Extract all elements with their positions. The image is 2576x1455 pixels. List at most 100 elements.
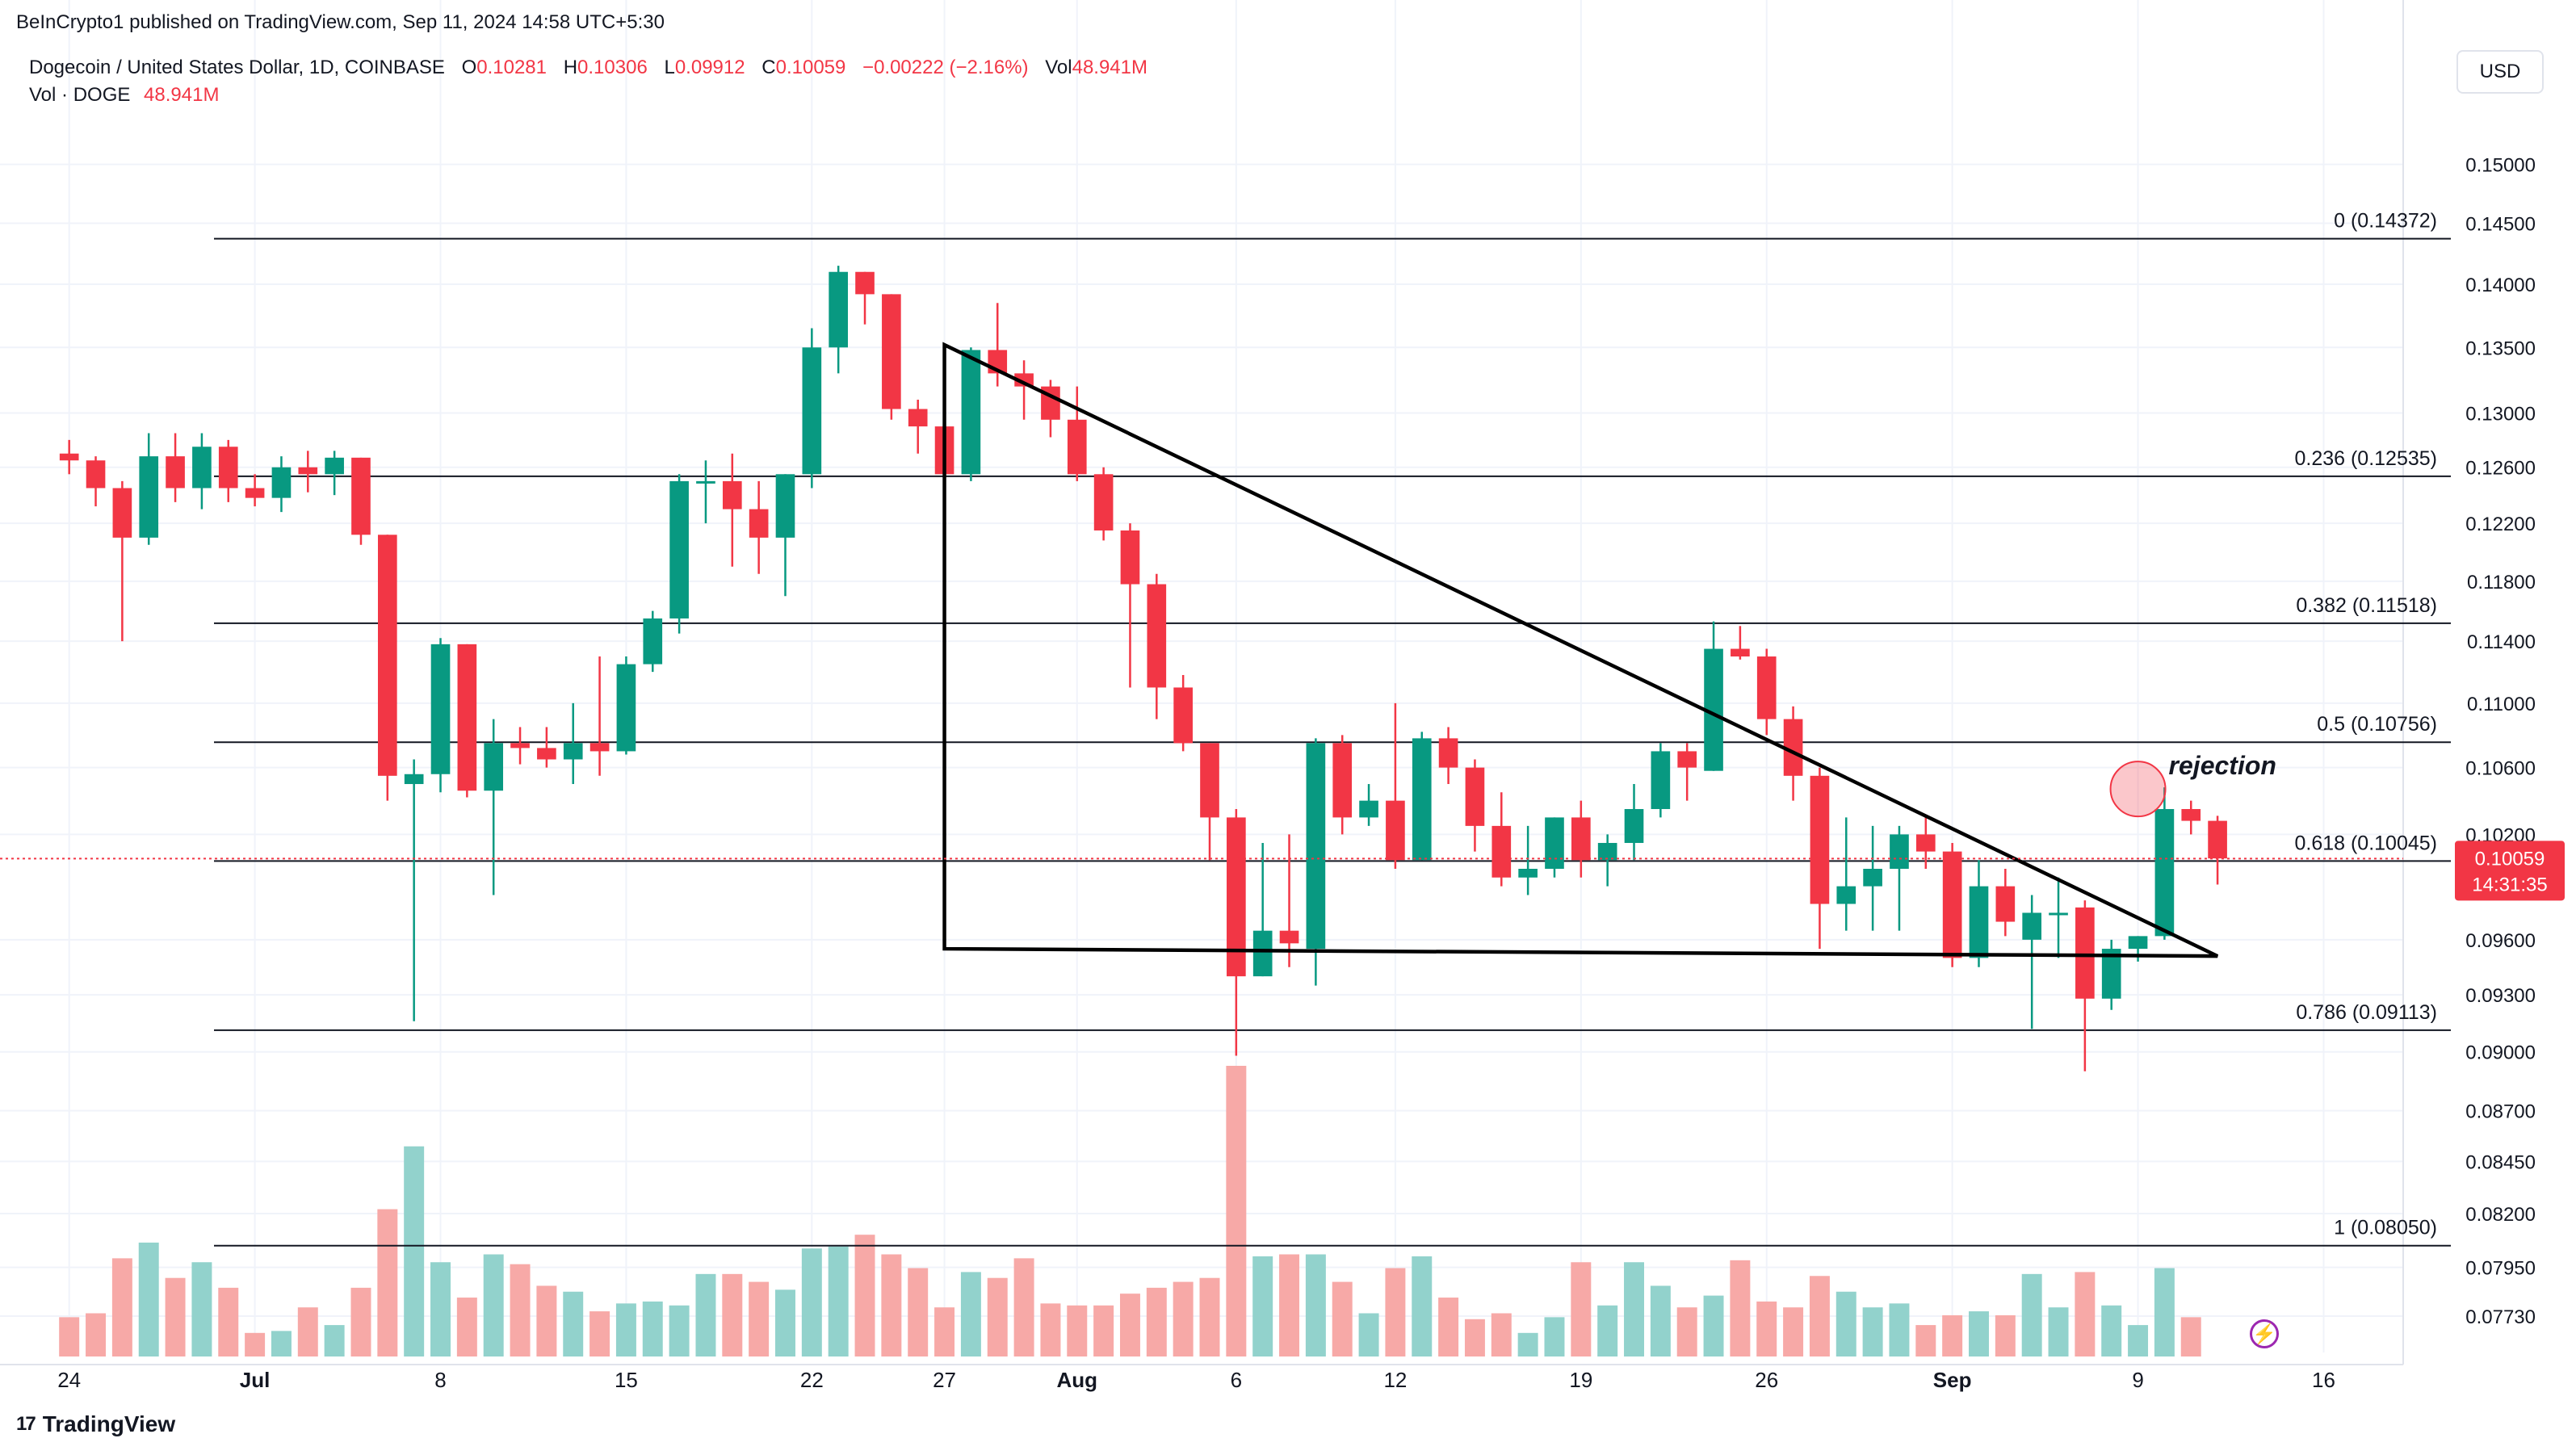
volume-bar	[1385, 1268, 1406, 1356]
open-value: 0.10281	[476, 57, 548, 78]
volume-bar	[483, 1254, 504, 1356]
price-tick-label: 0.11400	[2467, 631, 2536, 653]
volume-bar	[404, 1146, 425, 1356]
volume-label: Vol	[1045, 57, 1072, 78]
candle-body	[139, 456, 159, 538]
price-tick-label: 0.09600	[2465, 930, 2536, 952]
volume-bar	[2180, 1317, 2201, 1356]
candle-body	[669, 480, 689, 618]
volume-bar	[801, 1248, 822, 1356]
candle-body	[1518, 869, 1538, 878]
volume-bar	[1332, 1281, 1353, 1356]
volume-bar	[828, 1246, 849, 1356]
volume-bar	[1676, 1307, 1697, 1356]
candle-body	[537, 748, 556, 760]
candle-body	[1624, 808, 1644, 843]
volume-bar	[2048, 1307, 2069, 1356]
volume-bar	[111, 1258, 132, 1356]
volume-bar	[1305, 1254, 1326, 1356]
time-tick-label: 6	[1231, 1368, 1242, 1392]
volume-bar	[2021, 1273, 2042, 1356]
fib-level-label: 1 (0.08050)	[2334, 1217, 2437, 1239]
volume-bar	[245, 1332, 266, 1356]
rejection-label: rejection	[2169, 751, 2276, 780]
price-tick-label: 0.08200	[2465, 1204, 2536, 1226]
candle-body	[2022, 912, 2042, 940]
volume-bar	[191, 1262, 212, 1356]
tradingview-logo-text: TradingView	[42, 1411, 176, 1436]
volume-bar	[2154, 1268, 2175, 1356]
volume-bar	[1146, 1287, 1167, 1356]
open-label: O	[461, 57, 477, 78]
volume-bar	[1226, 1066, 1247, 1356]
descending-triangle	[942, 342, 2219, 958]
candle-body	[1756, 656, 1777, 719]
volume-bar	[854, 1235, 875, 1356]
candle-body	[218, 447, 238, 488]
volume-bar	[563, 1291, 584, 1356]
volume-bar	[1252, 1256, 1273, 1356]
currency-button[interactable]: USD	[2456, 50, 2544, 94]
candle-body	[749, 509, 769, 538]
candle-body	[457, 644, 477, 791]
candle-body	[2154, 808, 2175, 937]
volume-bar	[960, 1272, 981, 1356]
candle-body	[1969, 886, 1989, 958]
time-tick-label: 24	[57, 1368, 81, 1392]
candle-body	[1597, 842, 1617, 861]
price-tick-label: 0.14000	[2465, 275, 2536, 296]
time-tick-label: 9	[2132, 1368, 2143, 1392]
candle-body	[59, 453, 79, 461]
candle-body	[1412, 738, 1432, 861]
close-label: C	[761, 57, 776, 78]
fib-level-label: 0.786 (0.09113)	[2296, 1001, 2437, 1024]
volume-bar	[987, 1277, 1008, 1356]
volume-bar	[1093, 1305, 1114, 1356]
volume-bar	[1836, 1291, 1856, 1356]
candle-countdown: 14:31:35	[2472, 874, 2547, 895]
candle-body	[192, 447, 212, 488]
candle-body	[1386, 800, 1405, 861]
candle-body	[829, 271, 849, 348]
last-price-value: 0.10059	[2475, 848, 2545, 870]
candle-body	[961, 350, 981, 475]
candle-body	[1651, 751, 1671, 809]
volume-bar	[2128, 1325, 2149, 1356]
price-tick-label: 0.13000	[2465, 403, 2536, 425]
tradingview-logo-icon: 17	[16, 1413, 36, 1435]
time-tick-label: 27	[933, 1368, 956, 1392]
volume-bar	[908, 1268, 929, 1356]
candle-body	[1014, 373, 1034, 387]
fib-level-label: 0 (0.14372)	[2334, 210, 2437, 233]
time-tick-label: 12	[1383, 1368, 1407, 1392]
price-tick-label: 0.10600	[2465, 758, 2536, 780]
candle-body	[775, 474, 795, 538]
tradingview-logo[interactable]: 17 TradingView	[16, 1411, 175, 1437]
volume-bar	[1995, 1315, 2016, 1356]
volume-row: Vol · DOGE 48.941M	[29, 84, 219, 107]
volume-bar	[1544, 1317, 1565, 1356]
fib-level-label: 0.382 (0.11518)	[2296, 594, 2437, 617]
candle-body	[430, 644, 451, 774]
candle-body	[1147, 584, 1167, 688]
volume-bar	[510, 1264, 531, 1356]
volume-bar	[1783, 1307, 1804, 1356]
price-tick-label: 0.08700	[2465, 1101, 2536, 1123]
volume-bar	[1756, 1301, 1777, 1356]
candle-body	[1093, 474, 1114, 530]
volume-bar	[1279, 1254, 1300, 1356]
candle-body	[882, 294, 901, 409]
volume-bar	[297, 1307, 318, 1356]
volume-bar	[695, 1273, 716, 1356]
volume-bar	[1703, 1295, 1724, 1356]
volume-value: 48.941M	[1072, 57, 1147, 78]
candle-body	[1173, 687, 1193, 744]
volume-bar	[1809, 1276, 1830, 1356]
lightning-icon[interactable]: ⚡	[2250, 1319, 2279, 1348]
candle-body	[1677, 751, 1697, 768]
volume-bar	[1199, 1277, 1220, 1356]
volume-bar	[456, 1298, 477, 1356]
volume-bar	[934, 1307, 955, 1356]
volume-bar	[1624, 1262, 1644, 1356]
